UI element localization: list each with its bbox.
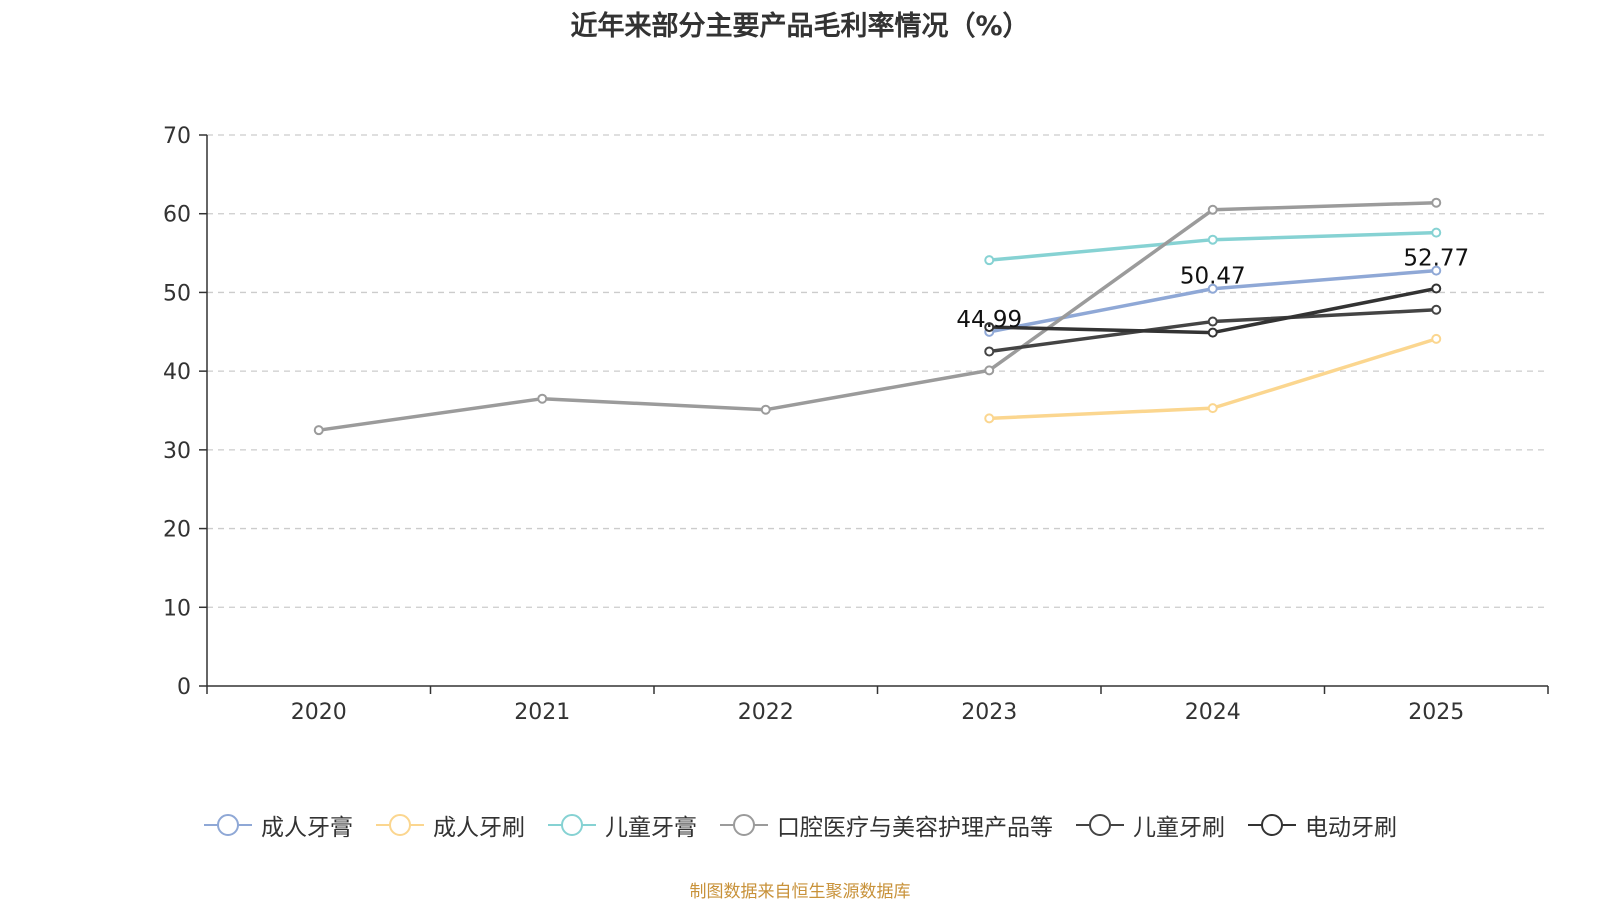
series-group <box>313 197 1442 436</box>
point-s3-2023 <box>984 365 995 376</box>
legend-marker-icon <box>1248 814 1296 836</box>
legend-item-1[interactable]: 成人牙刷 <box>375 808 525 842</box>
data-label-s0-2023: 44.99 <box>956 307 1022 333</box>
point-s3-2024 <box>1207 204 1218 215</box>
data-labels: 44.99 50.47 52.77 <box>956 246 1469 333</box>
x-tick-label-2021: 2021 <box>514 700 570 725</box>
y-tick-label-20: 20 <box>163 518 191 543</box>
x-tick-label-2024: 2024 <box>1185 700 1241 725</box>
axes: 0 10 20 30 40 50 60 70 2020 2021 2022 2023 2024 2025 <box>163 124 1549 725</box>
point-s0-2025 <box>1431 265 1442 276</box>
point-s1-2023 <box>984 413 995 424</box>
series-line-3 <box>318 200 1437 432</box>
data-label-s0-2025: 52.77 <box>1403 246 1469 272</box>
legend-marker-icon <box>720 814 768 836</box>
legend-label: 口腔医疗与美容护理产品等 <box>777 815 1053 841</box>
legend-marker-icon <box>376 814 424 836</box>
legend-label: 成人牙膏 <box>261 815 353 841</box>
legend-label: 电动牙刷 <box>1305 815 1397 841</box>
point-s2-2023 <box>984 255 995 266</box>
x-tick-label-2022: 2022 <box>738 700 794 725</box>
y-tick-label-30: 30 <box>163 439 191 464</box>
grid-lines <box>207 134 1548 608</box>
legend-marker-icon <box>1076 814 1124 836</box>
legend-item-4[interactable]: 儿童牙刷 <box>1075 808 1225 842</box>
legend-label: 成人牙刷 <box>433 815 525 841</box>
legend-item-2[interactable]: 儿童牙膏 <box>547 808 697 842</box>
legend-item-0[interactable]: 成人牙膏 <box>203 808 353 842</box>
point-s2-2025 <box>1431 227 1442 238</box>
point-s3-2021 <box>537 393 548 404</box>
y-tick-label-70: 70 <box>163 124 191 149</box>
point-s5-2023 <box>984 322 995 333</box>
point-s5-2025 <box>1431 283 1442 294</box>
point-s2-2024 <box>1207 234 1218 245</box>
y-tick-label-50: 50 <box>163 281 191 306</box>
point-s3-2020 <box>313 425 324 436</box>
point-s4-2023 <box>984 346 995 357</box>
point-s1-2024 <box>1207 403 1218 414</box>
source-note: 制图数据来自恒生聚源数据库 <box>689 882 911 902</box>
chart-title: 近年来部分主要产品毛利率情况（%） <box>570 11 1030 42</box>
x-tick-label-2023: 2023 <box>961 700 1017 725</box>
legend-label: 儿童牙刷 <box>1133 815 1225 841</box>
point-s3-2025 <box>1431 197 1442 208</box>
y-tick-label-0: 0 <box>177 675 191 700</box>
legend-item-5[interactable]: 电动牙刷 <box>1247 808 1397 842</box>
point-s4-2024 <box>1207 316 1218 327</box>
point-s4-2025 <box>1431 304 1442 315</box>
data-label-s0-2024: 50.47 <box>1180 264 1246 290</box>
point-s1-2025 <box>1431 333 1442 344</box>
point-s0-2024 <box>1207 283 1218 294</box>
y-tick-label-40: 40 <box>163 360 191 385</box>
legend-label: 儿童牙膏 <box>605 815 697 841</box>
legend-item-3[interactable]: 口腔医疗与美容护理产品等 <box>719 808 1053 842</box>
y-tick-label-10: 10 <box>163 596 191 621</box>
point-s3-2022 <box>760 404 771 415</box>
x-tick-label-2025: 2025 <box>1408 700 1464 725</box>
point-s5-2024 <box>1207 327 1218 338</box>
legend-marker-icon <box>548 814 596 836</box>
y-tick-label-60: 60 <box>163 203 191 228</box>
legend-marker-icon <box>204 814 252 836</box>
x-tick-label-2020: 2020 <box>291 700 347 725</box>
legend: 成人牙膏 成人牙刷 儿童牙膏 口腔医疗与美容护理产品等 儿童牙刷 电动牙刷 <box>0 808 1600 842</box>
